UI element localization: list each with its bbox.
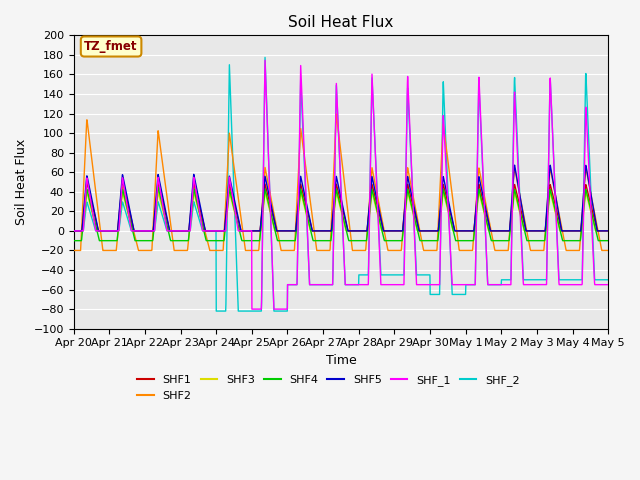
Text: TZ_fmet: TZ_fmet <box>84 40 138 53</box>
Legend: SHF1, SHF2, SHF3, SHF4, SHF5, SHF_1, SHF_2: SHF1, SHF2, SHF3, SHF4, SHF5, SHF_1, SHF… <box>132 371 524 405</box>
X-axis label: Time: Time <box>326 354 356 367</box>
Title: Soil Heat Flux: Soil Heat Flux <box>288 15 394 30</box>
Y-axis label: Soil Heat Flux: Soil Heat Flux <box>15 139 28 225</box>
